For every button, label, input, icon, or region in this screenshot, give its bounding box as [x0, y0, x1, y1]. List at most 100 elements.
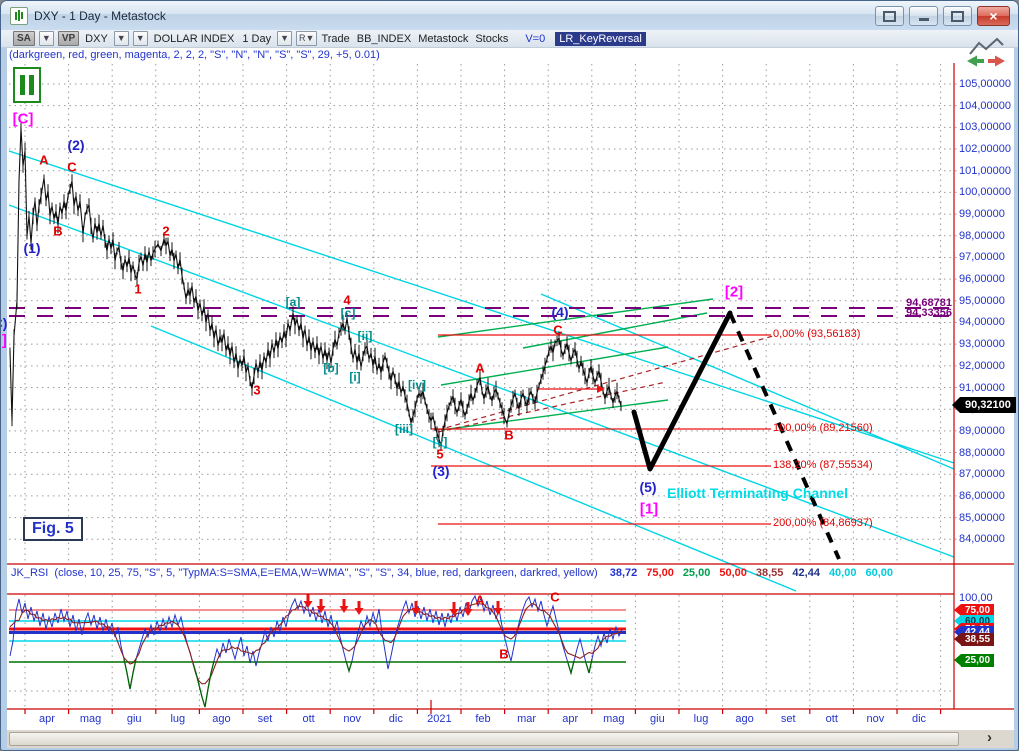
wave-label: (2) [67, 137, 84, 153]
month-label: apr [39, 713, 55, 725]
rsi-value: 40,00 [829, 567, 857, 579]
rsi-value: 25,00 [683, 567, 711, 579]
price-axis-label: 92,00000 [959, 360, 1005, 372]
wave-label: B [499, 647, 508, 662]
wave-label: B [53, 224, 62, 239]
wave-label: [a] [286, 295, 301, 309]
signal-arrow-icon [307, 594, 310, 601]
wave-label: [b] [323, 361, 338, 375]
price-axis-label: 93,00000 [959, 338, 1005, 350]
wave-label: A [39, 153, 48, 168]
signal-arrow-icon [358, 601, 361, 608]
red-right-arrow-icon [988, 56, 1005, 67]
rsi-axis-label: 100,00 [959, 592, 993, 604]
signal-arrow-icon [343, 599, 346, 606]
minor-channel-line [438, 299, 713, 337]
wave-label: 1 [134, 282, 141, 297]
price-axis-label: 104,00000 [959, 100, 1011, 112]
price-axis-label: 88,00000 [959, 447, 1005, 459]
wave-label: [c] [341, 306, 356, 320]
month-label: ott [302, 713, 314, 725]
price-axis-label: 99,00000 [959, 208, 1005, 220]
elliott-channel-label: Elliott Terminating Channel [667, 485, 848, 501]
rsi-ma-line [10, 604, 622, 684]
wave-label: [2] [725, 284, 743, 301]
rsi-indicator-name: JK_RSI [11, 567, 48, 579]
rsi-parameter-line: JK_RSI (close, 10, 25, 75, "S", 5, "TypM… [11, 567, 893, 579]
month-label: mag [80, 713, 101, 725]
wave-label: [iii] [395, 422, 413, 436]
wave-label: [C] [13, 111, 34, 128]
signal-arrow-icon [450, 609, 459, 616]
month-label: apr [562, 713, 578, 725]
price-axis-label: 86,00000 [959, 490, 1005, 502]
wave-label: A [475, 361, 484, 376]
signal-arrow-icon [467, 602, 470, 609]
signal-arrow-icon [464, 609, 473, 616]
wave-label: C [550, 590, 559, 605]
scrollbar-thumb[interactable] [9, 732, 959, 746]
month-label: ago [735, 713, 753, 725]
rsi-value: 42,44 [792, 567, 820, 579]
price-series-bars [10, 123, 621, 450]
month-label: lug [694, 713, 709, 725]
price-axis-label: 84,00000 [959, 533, 1005, 545]
signal-arrow-icon [453, 602, 456, 609]
rsi-current-values: 38,7275,0025,0050,0038,5542,4440,0060,00 [601, 567, 893, 579]
badge-arrow-icon [952, 397, 960, 413]
price-axis-label: 89,00000 [959, 425, 1005, 437]
projected-wave-line [634, 313, 730, 469]
wave-label: 3 [253, 383, 260, 398]
month-label: dic [389, 713, 403, 725]
price-axis-label: 91,00000 [959, 382, 1005, 394]
wave-label: [v] [433, 435, 448, 449]
price-axis-label: 101,00000 [959, 165, 1011, 177]
month-label: giu [127, 713, 142, 725]
rsi-indicator-params: (close, 10, 25, 75, "S", 5, "TypMA:S=SMA… [54, 567, 597, 579]
rsi-value: 38,72 [610, 567, 638, 579]
wave-label-partial-b: [B] [0, 332, 7, 349]
wave-label: (5) [639, 479, 656, 495]
wave-label: [ii] [358, 329, 373, 343]
channel-line [541, 294, 954, 469]
price-axis-label: 105,00000 [959, 78, 1011, 90]
fib-level-label: 0,00% (93,56183) [773, 328, 860, 340]
green-left-arrow-icon [967, 56, 984, 67]
month-label: mar [517, 713, 536, 725]
wave-label: 2 [162, 224, 169, 239]
signal-arrow-icon [415, 601, 418, 608]
wave-label: C [553, 323, 562, 338]
month-label: feb [475, 713, 490, 725]
wave-label-partial-c: (C) [0, 315, 7, 331]
wave-label: (4) [551, 304, 568, 320]
price-chart-canvas[interactable] [1, 1, 1019, 751]
signal-arrow-icon [304, 601, 313, 608]
price-axis-label: 95,00000 [959, 295, 1005, 307]
window: DXY - 1 Day - Metastock × SA ▼ VP DXY ▼ … [0, 0, 1019, 751]
badge-arrow-icon [954, 633, 961, 645]
fib-level-label: 100,00% (89,21560) [773, 422, 873, 434]
price-axis-label: 98,00000 [959, 230, 1005, 242]
month-label: dic [912, 713, 926, 725]
price-axis-label: 96,00000 [959, 273, 1005, 285]
price-axis-label: 94,00000 [959, 316, 1005, 328]
zigzag-trade-icon[interactable] [964, 37, 1008, 67]
price-axis-label: 102,00000 [959, 143, 1011, 155]
last-price-badge: 90,32100 [960, 397, 1016, 413]
horizontal-scrollbar: › [7, 730, 1014, 748]
rsi-oversold-segment [586, 659, 592, 673]
month-label: lug [170, 713, 185, 725]
month-label: ago [212, 713, 230, 725]
price-axis-label: 97,00000 [959, 251, 1005, 263]
badge-arrow-icon [954, 654, 961, 666]
rsi-value-badge: 25,00 [961, 654, 994, 667]
rsi-value: 75,00 [646, 567, 674, 579]
scrollbar-right-arrow-icon[interactable]: › [987, 729, 992, 746]
fib-level-label: 200,00% (84,86937) [773, 517, 873, 529]
pause-marker-icon [13, 67, 41, 103]
month-label: set [258, 713, 273, 725]
wave-label: (1) [23, 240, 40, 256]
wave-label: B [504, 428, 513, 443]
wave-label: A [475, 593, 484, 608]
month-label: ott [826, 713, 838, 725]
